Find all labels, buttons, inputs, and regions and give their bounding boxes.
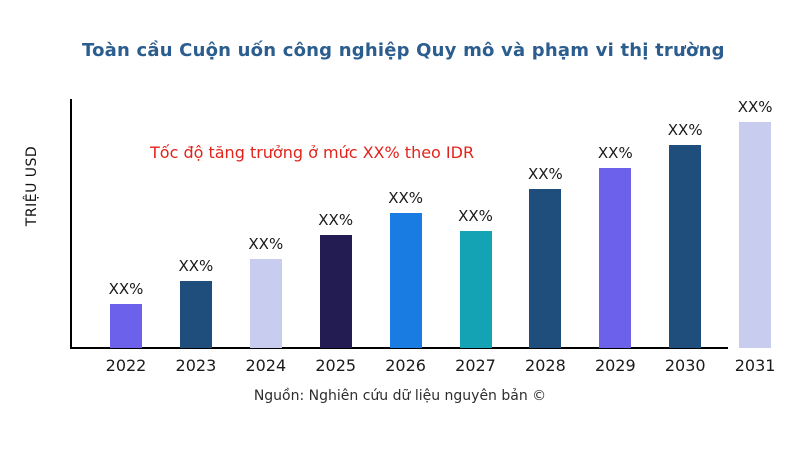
bar-value-label-2022: XX% — [108, 280, 144, 298]
x-tick-label-2028: 2028 — [525, 356, 566, 375]
bar-group-2023: XX% 2023 — [176, 257, 217, 375]
bar-2029 — [599, 168, 632, 348]
x-tick-label-2026: 2026 — [385, 356, 426, 375]
bar-value-label-2027: XX% — [458, 207, 493, 225]
bar-value-label-2029: XX% — [597, 144, 633, 162]
x-tick-label-2024: 2024 — [245, 356, 287, 375]
x-axis-line — [70, 347, 728, 349]
bar-group-2024: XX% 2024 — [245, 235, 286, 375]
source-attribution: Nguồn: Nghiên cứu dữ liệu nguyên bản © — [253, 388, 547, 404]
bar-group-2022: XX% 2022 — [106, 280, 147, 375]
bar-2026 — [389, 213, 422, 348]
growth-rate-annotation: Tốc độ tăng trưởng ở mức XX% theo IDR — [150, 143, 475, 162]
bar-2022 — [110, 304, 142, 348]
x-tick-label-2029: 2029 — [594, 356, 636, 375]
x-tick-label-2027: 2027 — [455, 356, 496, 375]
bar-group-2029: XX% 2029 — [595, 144, 636, 375]
bar-value-label-2028: XX% — [527, 165, 563, 183]
x-tick-label-2031: 2031 — [734, 356, 776, 375]
y-axis-line — [70, 99, 72, 349]
x-tick-label-2022: 2022 — [105, 356, 147, 375]
bar-2030 — [669, 145, 702, 348]
bar-2024 — [249, 259, 282, 348]
bar-group-2027: XX% 2027 — [455, 207, 496, 375]
bar-value-label-2023: XX% — [178, 257, 214, 275]
bar-2025 — [319, 235, 352, 348]
bar-value-label-2026: XX% — [388, 189, 423, 207]
bar-value-label-2031: XX% — [737, 98, 773, 116]
bar-2031 — [739, 122, 772, 348]
bar-group-2026: XX% 2026 — [385, 189, 426, 375]
y-axis-label: TRIỆU USD — [24, 145, 40, 227]
bar-2023 — [179, 281, 212, 348]
x-tick-label-2025: 2025 — [315, 356, 357, 375]
bar-2028 — [529, 189, 562, 348]
bar-value-label-2025: XX% — [318, 211, 354, 229]
bar-group-2028: XX% 2028 — [525, 165, 566, 375]
x-tick-label-2030: 2030 — [664, 356, 706, 375]
bar-group-2030: XX% 2030 — [665, 121, 706, 375]
bar-2027 — [459, 231, 492, 348]
x-tick-label-2023: 2023 — [175, 356, 217, 375]
bar-group-2031: XX% 2031 — [735, 98, 776, 375]
chart-title: Toàn cầu Cuộn uốn công nghiệp Quy mô và … — [82, 40, 725, 61]
bar-value-label-2030: XX% — [667, 121, 703, 139]
bar-value-label-2024: XX% — [248, 235, 284, 253]
bar-group-2025: XX% 2025 — [315, 211, 356, 375]
